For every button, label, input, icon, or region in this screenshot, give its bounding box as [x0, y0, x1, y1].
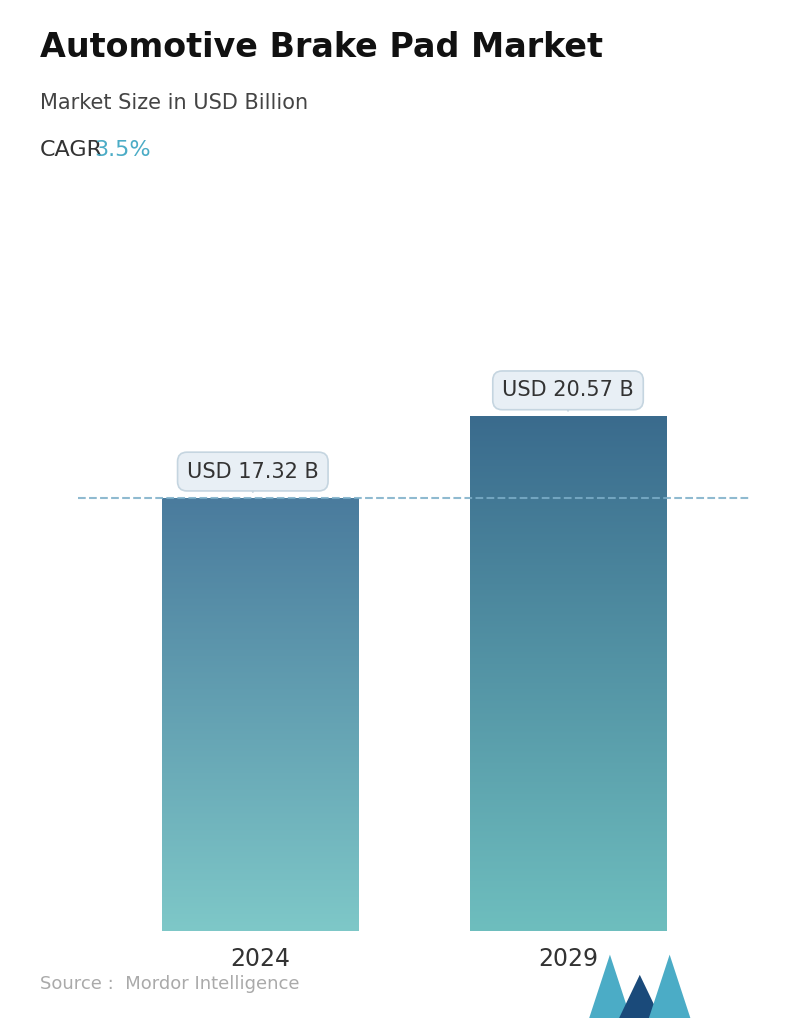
Text: Automotive Brake Pad Market: Automotive Brake Pad Market	[40, 31, 603, 64]
Text: CAGR: CAGR	[40, 140, 103, 159]
Polygon shape	[589, 954, 630, 1018]
Polygon shape	[649, 954, 690, 1018]
Text: USD 17.32 B: USD 17.32 B	[187, 461, 318, 482]
Text: USD 20.57 B: USD 20.57 B	[502, 381, 634, 400]
Text: 3.5%: 3.5%	[94, 140, 150, 159]
Text: Source :  Mordor Intelligence: Source : Mordor Intelligence	[40, 975, 299, 993]
Polygon shape	[619, 975, 661, 1018]
Text: Market Size in USD Billion: Market Size in USD Billion	[40, 93, 308, 113]
